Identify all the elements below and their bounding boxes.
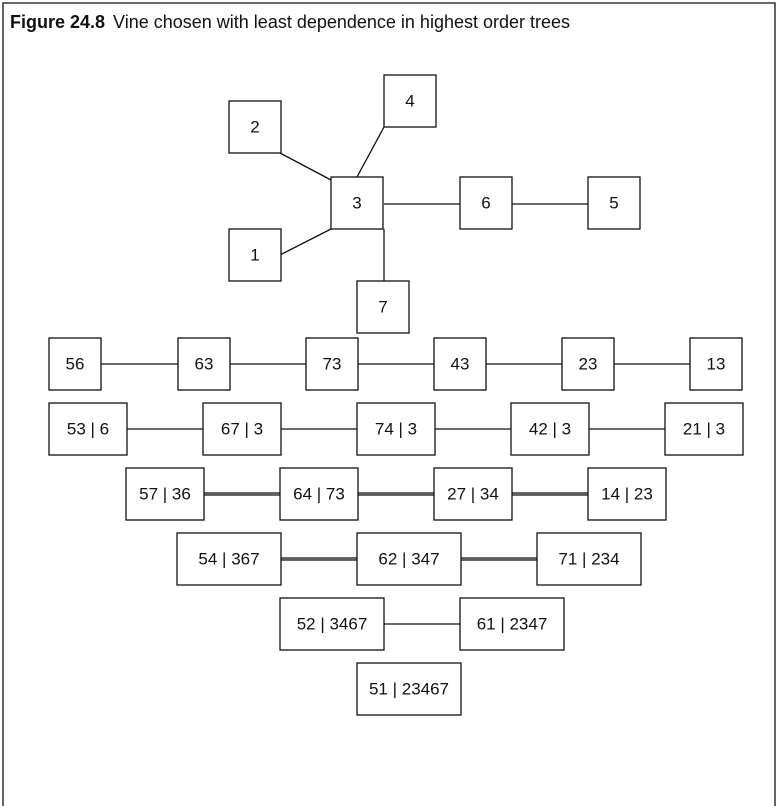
node-label: 62 | 347	[378, 549, 439, 568]
edge	[356, 126, 385, 178]
node-box	[356, 280, 410, 334]
node-label: 56	[66, 354, 85, 373]
node-box	[48, 402, 128, 456]
node-label: 3	[352, 193, 361, 212]
node-box	[383, 74, 437, 128]
node-box	[177, 337, 231, 391]
node-label: 73	[323, 354, 342, 373]
node-box	[356, 662, 462, 716]
node-box	[587, 467, 667, 521]
node-box	[305, 337, 359, 391]
node-label: 2	[250, 117, 259, 136]
node-label: 13	[707, 354, 726, 373]
node-box	[587, 176, 641, 230]
node-label: 27 | 34	[447, 484, 499, 503]
node-label: 42 | 3	[529, 419, 571, 438]
node-box	[228, 100, 282, 154]
node-box	[356, 532, 462, 586]
node-box	[459, 176, 513, 230]
node-box	[176, 532, 282, 586]
node-box	[279, 597, 385, 651]
node-label: 64 | 73	[293, 484, 345, 503]
node-label: 51 | 23467	[369, 679, 449, 698]
node-box	[510, 402, 590, 456]
node-box	[228, 228, 282, 282]
node-label: 54 | 367	[198, 549, 259, 568]
node-box	[689, 337, 743, 391]
edge	[279, 152, 332, 181]
figure-label: Figure 24.8	[10, 12, 105, 32]
node-label: 5	[609, 193, 618, 212]
node-label: 57 | 36	[139, 484, 191, 503]
node-label: 6	[481, 193, 490, 212]
node-label: 14 | 23	[601, 484, 653, 503]
node-box	[202, 402, 282, 456]
node-box	[664, 402, 744, 456]
node-label: 74 | 3	[375, 419, 417, 438]
edge	[279, 228, 332, 256]
node-box	[48, 337, 102, 391]
node-box	[433, 337, 487, 391]
node-box	[125, 467, 205, 521]
node-label: 71 | 234	[558, 549, 619, 568]
node-label: 23	[579, 354, 598, 373]
node-box	[356, 402, 436, 456]
node-box	[330, 176, 384, 230]
node-box	[433, 467, 513, 521]
node-label: 52 | 3467	[297, 614, 368, 633]
node-label: 67 | 3	[221, 419, 263, 438]
node-box	[279, 467, 359, 521]
node-label: 53 | 6	[67, 419, 109, 438]
node-box	[536, 532, 642, 586]
node-label: 63	[195, 354, 214, 373]
node-label: 43	[451, 354, 470, 373]
node-box	[459, 597, 565, 651]
node-label: 21 | 3	[683, 419, 725, 438]
node-label: 7	[378, 297, 387, 316]
figure-title: Vine chosen with least dependence in hig…	[113, 12, 570, 32]
node-label: 61 | 2347	[477, 614, 548, 633]
node-label: 1	[250, 245, 259, 264]
figure-header: Figure 24.8 Vine chosen with least depend…	[10, 12, 570, 32]
node-box	[561, 337, 615, 391]
node-label: 4	[405, 91, 414, 110]
